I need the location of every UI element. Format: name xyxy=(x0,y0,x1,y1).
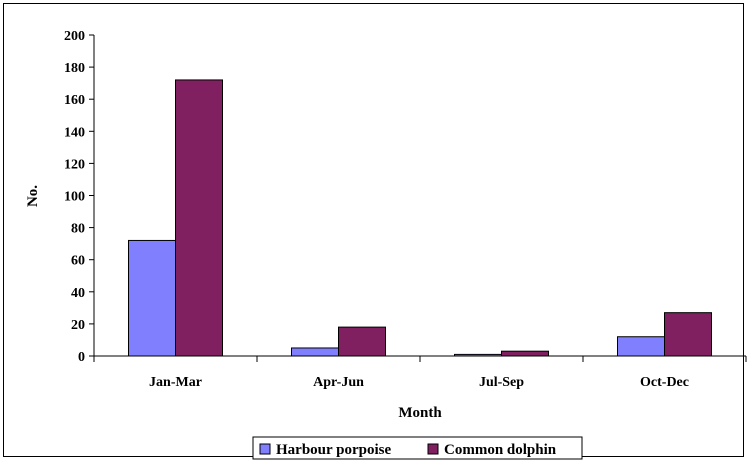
y-ticks-group: 0 20 40 60 80 100 120 140 160 180 200 xyxy=(64,29,94,365)
legend: Harbour porpoise Common dolphin xyxy=(252,436,583,460)
bar-harbour-porpoise-jan-mar xyxy=(128,239,176,357)
y-axis-title: No. xyxy=(25,185,41,207)
bars-group xyxy=(128,79,712,357)
bar-common-dolphin-apr-jun xyxy=(338,326,386,357)
y-tick-label: 60 xyxy=(71,254,85,269)
bar-harbour-porpoise-apr-jun xyxy=(291,347,339,357)
y-tick-label: 0 xyxy=(78,350,85,365)
y-tick-label: 20 xyxy=(71,318,85,333)
x-tick-label: Apr-Jun xyxy=(313,375,364,390)
bar-harbour-porpoise-oct-dec xyxy=(617,336,665,357)
x-tick-label: Oct-Dec xyxy=(640,375,689,390)
x-ticks-group: Jan-Mar Apr-Jun Jul-Sep Oct-Dec xyxy=(93,356,747,390)
bar-common-dolphin-jul-sep xyxy=(501,350,549,357)
y-tick-label: 200 xyxy=(64,29,85,44)
legend-label-harbour-porpoise: Harbour porpoise xyxy=(276,442,391,458)
y-tick-label: 40 xyxy=(71,286,85,301)
legend-box xyxy=(252,436,583,460)
chart-frame xyxy=(3,3,744,457)
y-tick-label: 160 xyxy=(64,93,85,108)
bar-common-dolphin-jan-mar xyxy=(175,79,223,357)
y-tick-label: 180 xyxy=(64,61,85,76)
y-tick-label: 120 xyxy=(64,157,85,172)
legend-swatch-harbour-porpoise xyxy=(259,443,271,455)
bar-common-dolphin-oct-dec xyxy=(664,312,712,357)
x-tick-label: Jan-Mar xyxy=(149,375,202,390)
legend-label-common-dolphin: Common dolphin xyxy=(444,442,557,458)
legend-swatch-common-dolphin xyxy=(427,443,439,455)
x-tick-label: Jul-Sep xyxy=(479,375,524,390)
y-tick-label: 140 xyxy=(64,125,85,140)
y-tick-label: 80 xyxy=(71,222,85,237)
y-tick-label: 100 xyxy=(64,190,85,205)
x-axis-title: Month xyxy=(398,405,442,421)
